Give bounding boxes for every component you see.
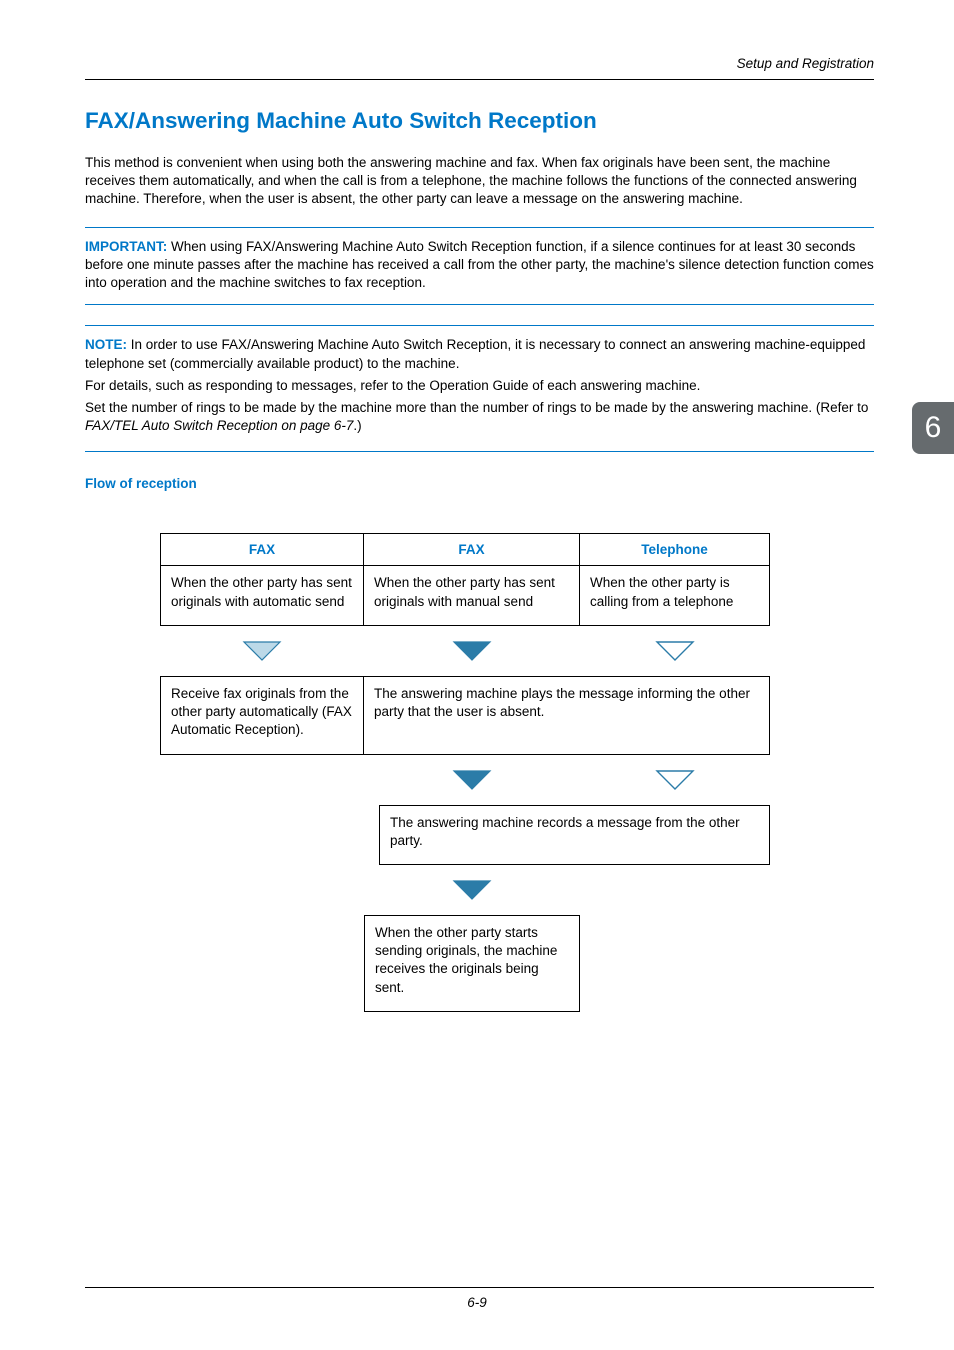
note-label: NOTE:: [85, 337, 127, 352]
important-label: IMPORTANT:: [85, 239, 167, 254]
section-title: FAX/Answering Machine Auto Switch Recept…: [85, 108, 874, 134]
note-callout: NOTE: In order to use FAX/Answering Mach…: [85, 326, 874, 451]
arrow-down-icon: [655, 768, 695, 792]
page-number: 6-9: [0, 1295, 954, 1310]
note-p2: For details, such as responding to messa…: [85, 377, 874, 395]
note-p3-ref: FAX/TEL Auto Switch Reception on page 6-…: [85, 418, 353, 433]
flow-r2-b1: Receive fax originals from the other par…: [161, 677, 363, 754]
top-rule: [85, 79, 874, 80]
flow-h3: Telephone: [580, 534, 769, 566]
flowchart: FAX When the other party has sent origin…: [160, 533, 770, 1011]
flow-row-2: Receive fax originals from the other par…: [160, 676, 770, 755]
arrow-down-icon: [452, 639, 492, 663]
flow-arrows-1: [160, 626, 770, 676]
flow-h2: FAX: [364, 534, 579, 566]
flow-arrows-3: [160, 865, 770, 915]
note-p1: In order to use FAX/Answering Machine Au…: [85, 337, 865, 370]
intro-paragraph: This method is convenient when using bot…: [85, 154, 874, 209]
flow-title: Flow of reception: [85, 476, 874, 491]
flow-r4: When the other party starts sending orig…: [364, 915, 580, 1012]
note-p3a: Set the number of rings to be made by th…: [85, 400, 868, 415]
note-rule-bottom: [85, 451, 874, 452]
note-p3b: .): [353, 418, 361, 433]
flow-arrows-2: [160, 755, 770, 805]
arrow-down-icon: [242, 639, 282, 663]
footer-rule: [85, 1287, 874, 1288]
arrow-down-icon: [452, 878, 492, 902]
arrow-down-icon: [452, 768, 492, 792]
flow-b2: When the other party has sent originals …: [364, 566, 579, 624]
running-head: Setup and Registration: [85, 56, 874, 71]
flow-b3: When the other party is calling from a t…: [580, 566, 769, 624]
flow-row-1: FAX When the other party has sent origin…: [160, 533, 770, 625]
flow-b1: When the other party has sent originals …: [161, 566, 363, 624]
important-text: When using FAX/Answering Machine Auto Sw…: [85, 239, 874, 290]
arrow-down-icon: [655, 639, 695, 663]
chapter-side-tab: 6: [912, 402, 954, 454]
flow-h1: FAX: [161, 534, 363, 566]
important-callout: IMPORTANT: When using FAX/Answering Mach…: [85, 228, 874, 305]
flow-r2-b23: The answering machine plays the message …: [364, 677, 769, 735]
flow-r3: The answering machine records a message …: [379, 805, 770, 865]
